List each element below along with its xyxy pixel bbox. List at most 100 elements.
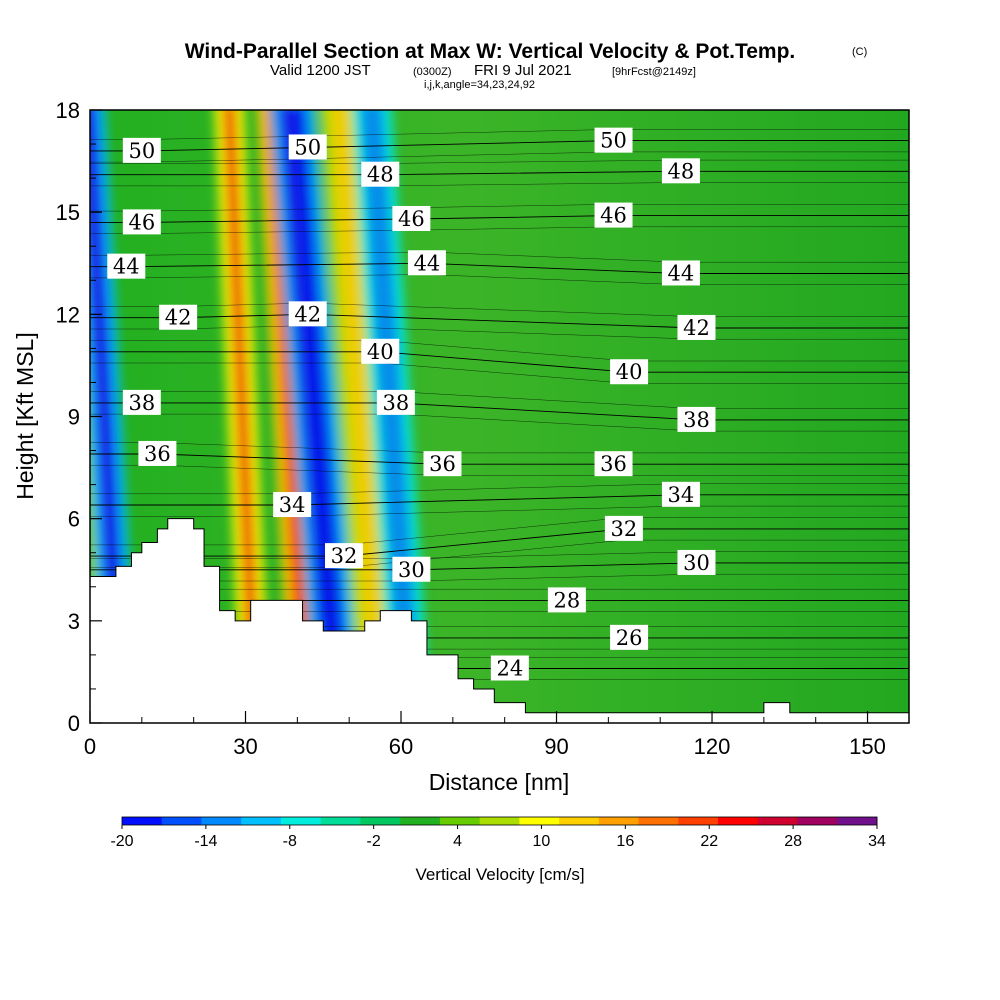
velocity-feature-halo bbox=[213, 110, 271, 723]
contour-label-text: 42 bbox=[683, 316, 710, 340]
colorbar-swatch bbox=[122, 817, 163, 825]
contour-label-text: 44 bbox=[414, 251, 441, 275]
contour-label-text: 34 bbox=[668, 483, 695, 507]
y-tick-label: 18 bbox=[56, 98, 80, 123]
colorbar-swatch bbox=[360, 817, 401, 825]
contour-label-box bbox=[407, 250, 446, 276]
contour-label: 42 bbox=[677, 314, 716, 340]
colorbar-swatch bbox=[161, 817, 202, 825]
contour-label: 32 bbox=[604, 515, 643, 541]
contour-label-box bbox=[594, 202, 633, 228]
theta-contour-line bbox=[90, 528, 909, 557]
colorbar-frame bbox=[121, 816, 878, 826]
contour-label: 30 bbox=[677, 549, 716, 575]
contour-label-box bbox=[138, 440, 177, 466]
colorbar-tick-label: -20 bbox=[110, 833, 133, 850]
contour-label-text: 38 bbox=[683, 408, 710, 432]
contour-label-box bbox=[677, 549, 716, 575]
contour-label: 48 bbox=[661, 158, 700, 184]
contour-label-text: 34 bbox=[279, 493, 306, 517]
velocity-feature-halo bbox=[90, 110, 126, 723]
theta-contour-line-minor bbox=[90, 159, 909, 164]
colorbar-tick-label: -2 bbox=[367, 833, 381, 850]
y-tick-label: 15 bbox=[56, 200, 80, 225]
colorbar-tick-label: -14 bbox=[194, 833, 217, 850]
contour-label: 50 bbox=[594, 127, 633, 153]
x-axis-label: Distance [nm] bbox=[429, 769, 570, 795]
contour-label: 46 bbox=[392, 205, 431, 231]
theta-contour-line-minor bbox=[90, 551, 909, 559]
y-tick-label: 9 bbox=[68, 405, 80, 430]
contour-label: 40 bbox=[361, 338, 400, 364]
y-tick-label: 3 bbox=[68, 609, 80, 634]
contour-label-box bbox=[159, 304, 198, 330]
contour-label-text: 46 bbox=[128, 210, 155, 234]
contour-label-box bbox=[677, 406, 716, 432]
contour-label-box bbox=[122, 209, 161, 235]
x-tick-label: 120 bbox=[694, 734, 731, 759]
theta-contour-line bbox=[90, 494, 909, 506]
contour-label-text: 44 bbox=[113, 255, 140, 279]
contour-label: 24 bbox=[490, 655, 529, 681]
theta-contour-line-minor bbox=[90, 483, 909, 495]
x-tick-label: 0 bbox=[84, 734, 96, 759]
contour-label: 44 bbox=[107, 253, 146, 279]
chart-title: Wind-Parallel Section at Max W: Vertical… bbox=[185, 40, 796, 63]
contour-label-text: 46 bbox=[398, 207, 425, 231]
x-tick-label: 30 bbox=[233, 734, 257, 759]
contour-label-box bbox=[604, 515, 643, 541]
contour-label-box bbox=[594, 451, 633, 477]
contour-label: 26 bbox=[610, 624, 649, 650]
contour-label-box bbox=[547, 587, 586, 613]
contour-label-box bbox=[594, 127, 633, 153]
colorbar: -20 -14 -8 -2 4 10 16 22 28 34 bbox=[110, 816, 886, 850]
contour-label: 34 bbox=[273, 492, 312, 518]
contour-label-box bbox=[288, 301, 327, 327]
contour-label: 36 bbox=[594, 451, 633, 477]
contour-label-box bbox=[361, 161, 400, 187]
contour-label-box bbox=[490, 655, 529, 681]
contour-label-text: 50 bbox=[600, 129, 627, 153]
theta-contour-line-minor bbox=[90, 340, 909, 362]
colorbar-tick-label: 10 bbox=[533, 833, 551, 850]
valid-prefix: Valid 1200 JST bbox=[270, 62, 371, 79]
colorbar-swatch bbox=[757, 817, 799, 825]
colorbar-swatch bbox=[837, 817, 878, 825]
contour-label-box bbox=[661, 260, 700, 286]
colorbar-swatch bbox=[718, 817, 759, 825]
contour-label: 28 bbox=[547, 587, 586, 613]
contour-label-text: 32 bbox=[611, 517, 638, 541]
velocity-feature-halo bbox=[351, 110, 432, 723]
contour-label: 38 bbox=[677, 406, 716, 432]
colorbar-tick-label: 28 bbox=[784, 833, 802, 850]
contour-label: 46 bbox=[122, 209, 161, 235]
contour-label-text: 44 bbox=[668, 261, 695, 285]
y-tick-label: 0 bbox=[68, 711, 80, 736]
contour-label-text: 50 bbox=[128, 139, 155, 163]
contour-label: 36 bbox=[423, 451, 462, 477]
contour-label-text: 40 bbox=[616, 360, 643, 384]
colorbar-tick-label: 34 bbox=[868, 833, 886, 850]
forecast-label: [9hrFcst@2149z] bbox=[612, 66, 696, 78]
colorbar-swatch bbox=[797, 817, 838, 825]
colorbar-tick-label: 4 bbox=[453, 833, 462, 850]
contour-label: 34 bbox=[661, 481, 700, 507]
contour-label-box bbox=[122, 389, 161, 415]
theta-contour-line-minor bbox=[90, 517, 909, 546]
valid-utc: (0300Z) bbox=[413, 66, 452, 78]
colorbar-swatch bbox=[201, 817, 242, 825]
y-tick-label: 6 bbox=[68, 507, 80, 532]
colorbar-swatch bbox=[439, 817, 481, 825]
y-axis-label: Height [Kft MSL] bbox=[12, 332, 38, 499]
contour-label-box bbox=[392, 205, 431, 231]
contour-label-box bbox=[610, 624, 649, 650]
colorbar-swatch bbox=[598, 817, 640, 825]
colorbar-tick-label: -8 bbox=[283, 833, 297, 850]
contour-label: 30 bbox=[392, 556, 431, 582]
contour-label-box bbox=[661, 481, 700, 507]
theta-contour-line bbox=[90, 170, 909, 176]
contour-label: 48 bbox=[361, 161, 400, 187]
colorbar-title: Vertical Velocity [cm/s] bbox=[415, 865, 584, 884]
